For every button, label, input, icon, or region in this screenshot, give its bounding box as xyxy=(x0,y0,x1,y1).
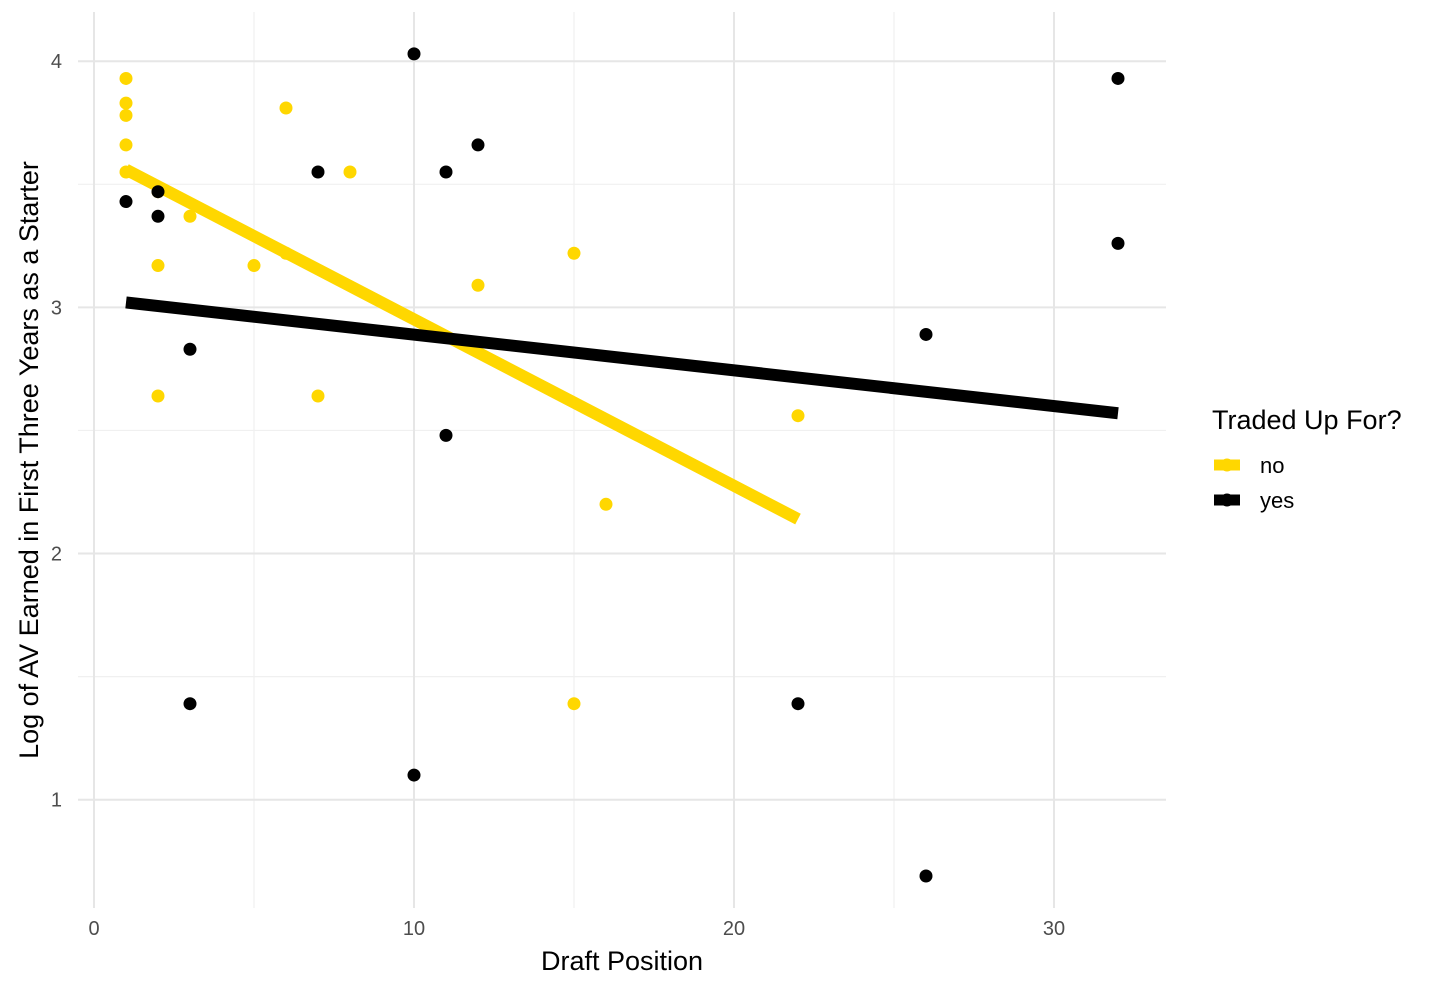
legend: Traded Up For? no yes xyxy=(1212,405,1402,513)
legend-key-point-yes xyxy=(1220,493,1234,507)
y-tick-label: 1 xyxy=(51,790,62,812)
point-yes xyxy=(119,195,133,209)
point-no xyxy=(343,165,357,179)
x-tick-label: 10 xyxy=(403,918,425,940)
point-no xyxy=(119,138,133,152)
point-no xyxy=(599,497,613,511)
point-yes xyxy=(151,185,165,199)
point-no xyxy=(119,96,133,110)
y-tick-label: 3 xyxy=(51,297,62,319)
point-no xyxy=(279,246,293,260)
point-no xyxy=(119,165,133,179)
legend-label-yes: yes xyxy=(1260,488,1294,513)
point-yes xyxy=(791,697,805,711)
x-tick-label: 30 xyxy=(1043,918,1065,940)
y-axis-title: Log of AV Earned in First Three Years as… xyxy=(14,161,44,759)
point-yes xyxy=(919,869,933,883)
point-yes xyxy=(183,342,197,356)
point-yes xyxy=(439,428,453,442)
legend-title: Traded Up For? xyxy=(1212,405,1402,435)
point-yes xyxy=(1111,71,1125,85)
point-no xyxy=(567,246,581,260)
minor-gridlines xyxy=(78,12,1166,908)
y-axis-tick-labels: 1 2 3 4 xyxy=(51,51,62,811)
point-yes xyxy=(311,165,325,179)
point-no xyxy=(791,409,805,423)
y-tick-label: 4 xyxy=(51,51,62,73)
point-no xyxy=(119,108,133,122)
point-yes xyxy=(1111,236,1125,250)
major-gridlines xyxy=(78,12,1166,908)
point-yes xyxy=(151,209,165,223)
legend-label-no: no xyxy=(1260,453,1284,478)
point-yes xyxy=(183,697,197,711)
y-tick-label: 2 xyxy=(51,544,62,566)
point-no xyxy=(183,209,197,223)
point-no xyxy=(279,101,293,115)
point-yes xyxy=(407,768,421,782)
point-no xyxy=(567,697,581,711)
x-tick-label: 0 xyxy=(88,918,99,940)
point-yes xyxy=(471,138,485,152)
data-points xyxy=(119,47,1125,883)
point-no xyxy=(311,389,325,403)
point-no xyxy=(151,389,165,403)
point-yes xyxy=(407,47,421,61)
point-no xyxy=(151,259,165,273)
point-no xyxy=(247,259,261,273)
trend-line-yes xyxy=(125,296,1119,420)
point-yes xyxy=(919,327,933,341)
point-no xyxy=(119,71,133,85)
legend-key-point-no xyxy=(1220,458,1234,472)
point-yes xyxy=(439,165,453,179)
trend-lines xyxy=(123,164,1119,525)
x-tick-label: 20 xyxy=(723,918,745,940)
x-axis-tick-labels: 0 10 20 30 xyxy=(88,918,1065,940)
x-axis-title: Draft Position xyxy=(541,946,703,976)
point-no xyxy=(471,278,485,292)
